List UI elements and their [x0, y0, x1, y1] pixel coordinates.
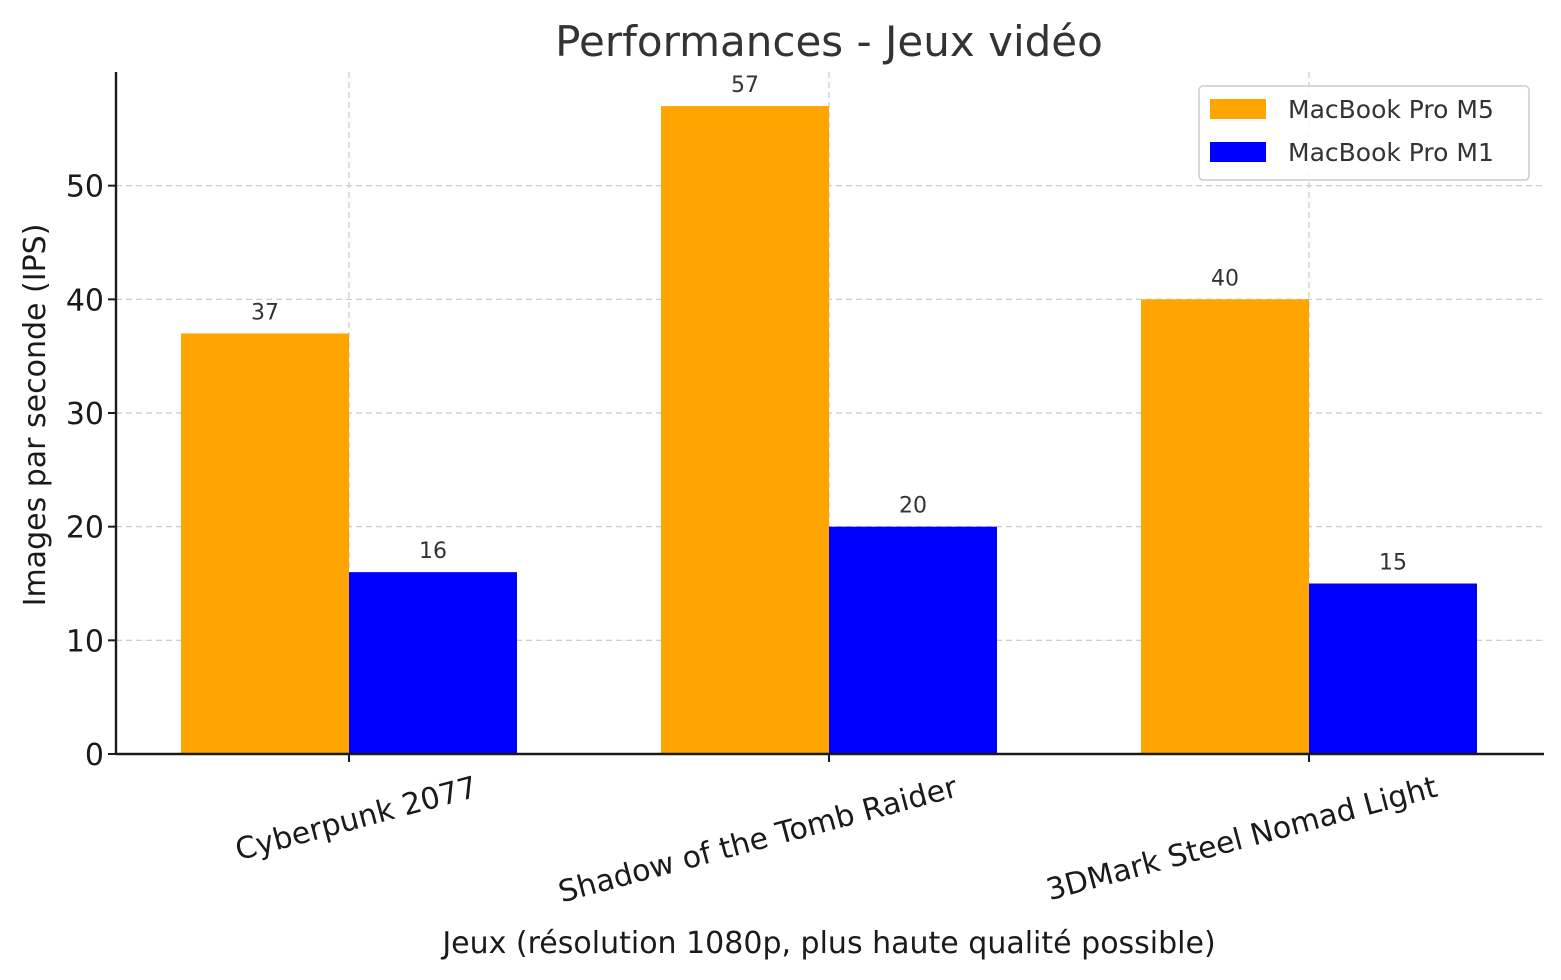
data-label: 40: [1211, 266, 1239, 291]
y-tick-label: 10: [66, 624, 104, 659]
chart-title: Performances - Jeux vidéo: [555, 17, 1103, 66]
legend-frame: [1198, 85, 1530, 181]
legend-label-m1: MacBook Pro M1: [1288, 138, 1494, 167]
data-label: 37: [251, 300, 279, 325]
bars-layer: [181, 106, 1477, 755]
x-category-label: Cyberpunk 2077: [232, 770, 481, 868]
y-tick-label: 30: [66, 397, 104, 432]
x-category-label: Shadow of the Tomb Raider: [555, 770, 962, 910]
bar-m1-0: [349, 572, 517, 754]
data-label: 20: [899, 494, 927, 519]
y-tick-label: 0: [85, 738, 104, 773]
y-axis-label: Images par seconde (IPS): [18, 224, 53, 607]
y-tick-label: 50: [66, 170, 104, 205]
data-label: 57: [731, 73, 759, 98]
bar-m5-2: [1141, 299, 1309, 754]
x-axis-label: Jeux (résolution 1080p, plus haute quali…: [440, 926, 1215, 961]
data-label: 15: [1379, 551, 1407, 576]
bar-m1-2: [1309, 583, 1477, 754]
legend-label-m5: MacBook Pro M5: [1288, 95, 1494, 124]
legend-swatch-m5: [1210, 99, 1266, 119]
ticks-layer: 0 10 20 30 40 50: [66, 170, 1310, 773]
bar-m1-1: [829, 526, 997, 754]
data-label: 16: [419, 539, 447, 564]
legend-swatch-m1: [1210, 142, 1266, 162]
bar-m5-0: [181, 333, 349, 754]
y-tick-label: 40: [66, 283, 104, 318]
bar-m5-1: [661, 106, 829, 755]
legend: MacBook Pro M5 MacBook Pro M1: [1198, 85, 1530, 181]
y-tick-label: 20: [66, 511, 104, 546]
x-category-label: 3DMark Steel Nomad Light: [1043, 770, 1442, 908]
